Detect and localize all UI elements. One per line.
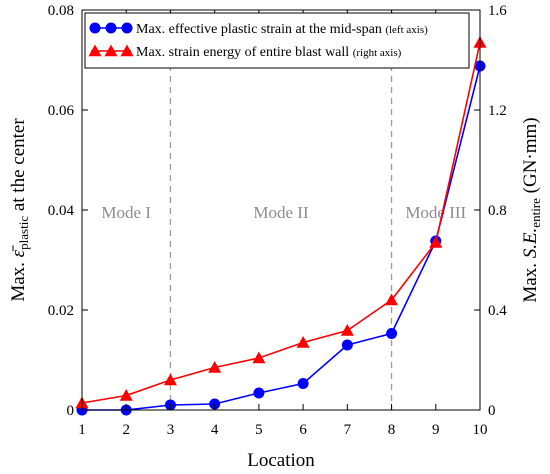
- x-axis-title: Location: [247, 450, 315, 471]
- legend-marker: [104, 44, 118, 57]
- x-tick-label: 5: [255, 422, 263, 438]
- y-right-title-suffix: (GN·mm): [520, 117, 541, 198]
- y-axis-right-title: Max. S.E.entire (GN·mm): [520, 117, 543, 302]
- legend-box: [84, 12, 470, 69]
- data-point: [119, 389, 133, 401]
- y-right-tick-label: 1.2: [488, 103, 507, 119]
- data-point: [297, 378, 309, 389]
- x-tick-label: 7: [344, 422, 352, 438]
- legend-symbol-energy: [88, 44, 134, 57]
- legend-symbol-strain: [89, 22, 133, 34]
- y-left-tick-label: 0.06: [48, 103, 75, 119]
- legend-marker: [88, 44, 102, 57]
- x-tick-label: 2: [122, 422, 130, 438]
- y-right-tick-label: 0.4: [488, 303, 507, 319]
- y-right-tick-label: 1.6: [488, 3, 507, 19]
- data-point: [385, 293, 399, 306]
- y-left-tick-label: 0.02: [48, 303, 74, 319]
- legend-marker: [121, 22, 133, 34]
- legend-marker: [120, 44, 134, 57]
- y-left-tick-label: 0.04: [48, 203, 75, 219]
- series-plastic-strain: [76, 60, 486, 416]
- series-line: [81, 42, 481, 404]
- x-tick-label: 6: [299, 422, 307, 438]
- x-tick-label: 9: [432, 422, 440, 438]
- mode-dividers: [169, 10, 393, 410]
- mode-label: Mode I: [101, 203, 151, 222]
- y-right-title-symbol: S.E.: [520, 228, 541, 259]
- legend-entry-strain-name: Max. effective plastic strain at the mid…: [136, 22, 382, 37]
- data-point: [163, 373, 177, 386]
- y-right-tick-label: 0: [488, 403, 496, 419]
- y-right-title-prefix: Max.: [520, 258, 541, 302]
- data-point: [386, 328, 398, 339]
- data-point: [341, 339, 353, 351]
- x-axis: 1 2 3 4 5 6 7 8 9 10: [78, 10, 488, 438]
- data-point: [429, 236, 443, 248]
- x-tick-label: 10: [473, 422, 488, 438]
- y-axis-left: 0 0.02 0.04 0.06 0.08: [48, 3, 88, 419]
- x-tick-label: 1: [78, 422, 86, 438]
- series-strain-energy: [75, 36, 487, 409]
- legend-entry-strain: Max. effective plastic strain at the mid…: [136, 22, 428, 37]
- x-tick-label: 4: [211, 422, 219, 438]
- legend-entry-energy-name: Max. strain energy of entire blast wall: [136, 45, 349, 60]
- mode-labels: Mode I Mode II Mode III: [101, 203, 466, 222]
- mode-label: Mode II: [253, 203, 309, 222]
- y-axis-right: 0 0.4 0.8 1.2 1.6: [474, 3, 507, 419]
- y-left-title-suffix: at the center: [8, 118, 29, 216]
- y-left-title-prefix: Max.: [8, 257, 29, 301]
- data-point: [252, 351, 266, 364]
- legend-entry-energy-note: (right axis): [353, 47, 402, 59]
- x-tick-label: 8: [388, 422, 396, 438]
- mode-label: Mode III: [405, 203, 466, 222]
- data-point: [340, 324, 354, 336]
- series-layer: [75, 36, 487, 416]
- series-line: [82, 65, 481, 411]
- y-right-tick-label: 0.8: [488, 203, 507, 219]
- y-axis-left-title: Max. ε̄plastic at the center: [8, 118, 31, 302]
- y-left-tick-label: 0: [67, 403, 75, 419]
- data-point: [296, 336, 310, 348]
- legend-marker: [89, 22, 101, 34]
- legend-marker: [105, 22, 117, 34]
- legend: Max. effective plastic strain at the mid…: [84, 12, 470, 69]
- x-tick-label: 3: [167, 422, 175, 438]
- legend-entry-energy: Max. strain energy of entire blast wall …: [136, 45, 402, 60]
- data-point: [208, 361, 222, 373]
- data-point: [253, 387, 265, 399]
- y-left-title-sub: plastic: [16, 216, 31, 250]
- legend-entry-strain-note: (left axis): [385, 24, 428, 36]
- y-right-title-sub: entire: [528, 198, 543, 228]
- y-left-tick-label: 0.08: [48, 3, 74, 19]
